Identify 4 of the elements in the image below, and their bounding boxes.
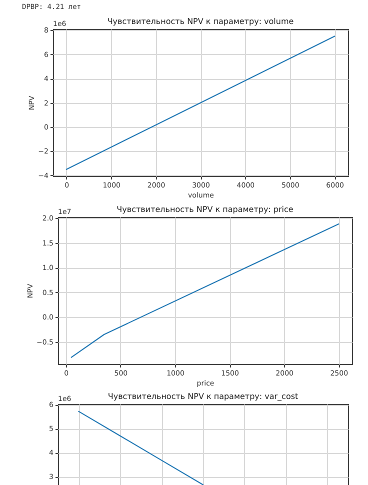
chart-title: Чувствительность NPV к параметру: var_cost bbox=[108, 392, 298, 401]
chart-title: Чувствительность NPV к параметру: volume bbox=[107, 17, 294, 26]
line-series bbox=[78, 410, 204, 485]
chart-title: Чувствительность NPV к параметру: price bbox=[116, 205, 294, 214]
